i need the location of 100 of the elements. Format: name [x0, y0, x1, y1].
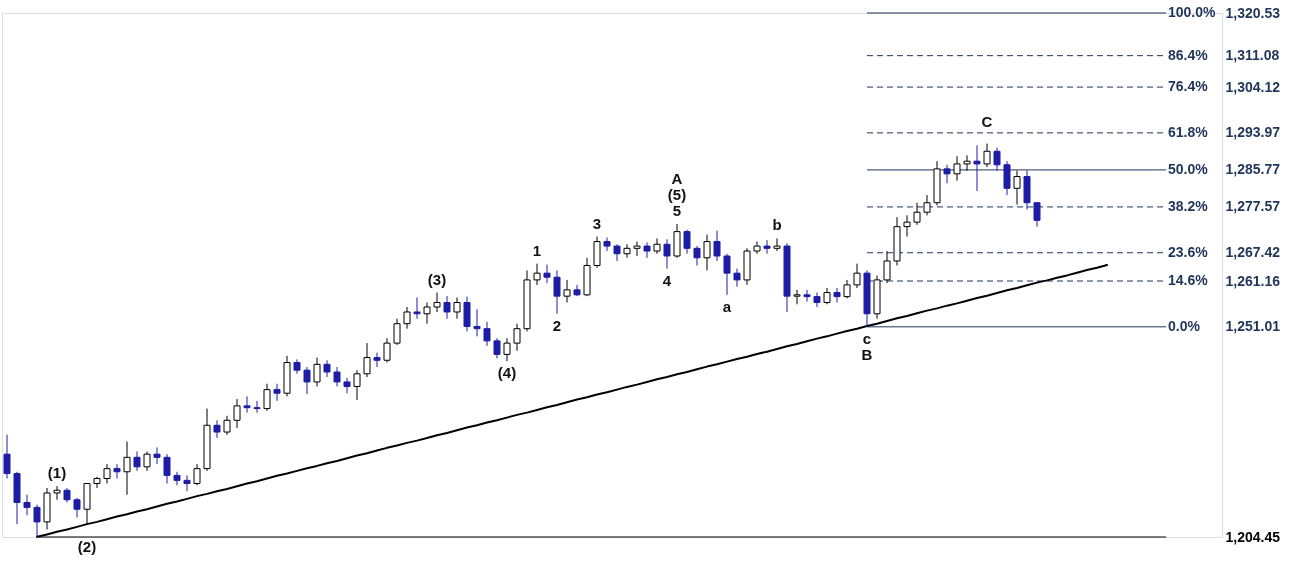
- annotation: 100.0%: [1168, 4, 1217, 20]
- candlestick: [3, 434, 11, 480]
- y-tick-label: 1,304.12: [1225, 78, 1281, 95]
- candlestick: [993, 147, 1001, 172]
- candlestick: [693, 245, 701, 266]
- candlestick: [163, 453, 171, 485]
- annotation: B: [861, 345, 873, 363]
- candlestick: [1003, 160, 1011, 196]
- annotation: b: [772, 216, 782, 234]
- candlestick: [443, 295, 451, 320]
- candlestick: [733, 268, 741, 288]
- annotation: (3): [427, 270, 447, 288]
- annotation: 86.4%: [1168, 46, 1209, 63]
- annotation: 50.0%: [1168, 160, 1209, 177]
- candlestick: [883, 250, 891, 284]
- candlestick: [33, 504, 41, 538]
- candlestick: [793, 289, 801, 305]
- candlestick: [553, 269, 561, 315]
- annotation: (1): [47, 464, 67, 482]
- candlestick: [403, 306, 411, 330]
- candlestick: [253, 400, 261, 414]
- candlestick: [713, 230, 721, 262]
- candlestick: [433, 292, 441, 313]
- candlestick: [513, 323, 521, 352]
- candlestick: [463, 296, 471, 332]
- candlestick: [493, 337, 501, 359]
- candlestick: [233, 398, 241, 429]
- candlestick: [903, 214, 911, 238]
- y-tick-label: 1,267.42: [1225, 244, 1281, 261]
- annotation: 61.8%: [1168, 123, 1209, 140]
- annotation: 76.4%: [1168, 78, 1209, 95]
- candlestick: [503, 337, 511, 362]
- annotation: c: [862, 329, 872, 347]
- annotation: 2: [552, 316, 562, 334]
- y-tick-label: 1,293.97: [1225, 124, 1281, 141]
- annotation: A: [671, 169, 683, 187]
- annotation: 1: [532, 241, 542, 259]
- candlestick: [333, 366, 341, 387]
- candlestick: [183, 474, 191, 492]
- y-tick-label: 1,285.77: [1225, 161, 1281, 178]
- annotation: 23.6%: [1168, 243, 1209, 260]
- candlestick: [963, 154, 971, 172]
- candlestick: [613, 243, 621, 262]
- candlestick: [603, 236, 611, 252]
- y-tick-label: 1,277.57: [1225, 198, 1281, 215]
- candlestick: [413, 297, 421, 320]
- candlestick: [263, 383, 271, 412]
- y-tick-label: 1,251.01: [1225, 318, 1281, 335]
- candlestick: [1013, 170, 1021, 206]
- candlestick: [803, 289, 811, 303]
- candlestick: [173, 471, 181, 486]
- candlestick: [913, 202, 921, 226]
- candlestick: [123, 441, 131, 496]
- candlestick: [453, 297, 461, 320]
- annotation: 5: [672, 201, 682, 219]
- candlestick: [533, 263, 541, 286]
- candlestick: [143, 450, 151, 472]
- candlestick: [923, 194, 931, 216]
- candlestick: [303, 366, 311, 395]
- candlestick: [213, 419, 221, 439]
- candlestick: [23, 494, 31, 516]
- annotation: C: [981, 112, 993, 130]
- annotation: 3: [592, 214, 602, 232]
- y-tick-label: 1,320.53: [1225, 4, 1281, 21]
- candlestick: [383, 337, 391, 364]
- candlestick: [813, 292, 821, 308]
- candlestick: [573, 284, 581, 297]
- candlestick: [773, 237, 781, 252]
- candlestick: [343, 377, 351, 394]
- candlestick: [423, 301, 431, 325]
- annotation: (5): [667, 185, 687, 203]
- annotation: (4): [497, 364, 517, 382]
- candlestick: [843, 279, 851, 299]
- candlestick: [853, 263, 861, 289]
- y-tick-label: 1,261.16: [1225, 272, 1281, 289]
- annotation: 4: [662, 271, 672, 289]
- candlestick: [483, 321, 491, 347]
- candlestick: [633, 241, 641, 257]
- candlestick: [623, 243, 631, 259]
- candlestick: [653, 237, 661, 255]
- candlestick: [223, 415, 231, 436]
- candlestick: [133, 450, 141, 472]
- candlestick: [93, 476, 101, 489]
- candlestick: [373, 352, 381, 368]
- y-tick-label: 1,311.08: [1225, 47, 1280, 64]
- candlestick: [663, 238, 671, 270]
- candlestick: [563, 279, 571, 303]
- candlestick: [543, 264, 551, 284]
- candlestick: [113, 463, 121, 480]
- candlestick: [73, 497, 81, 518]
- candlestick: [273, 383, 281, 402]
- candlestick: [473, 308, 481, 337]
- annotation: a: [722, 297, 732, 315]
- candlestick: [833, 287, 841, 303]
- candlestick: [703, 234, 711, 271]
- candlestick: [683, 229, 691, 255]
- y-tick-label: 1,204.45: [1225, 528, 1281, 545]
- candlestick: [593, 236, 601, 269]
- annotation: 38.2%: [1168, 197, 1209, 214]
- candlestick: [353, 369, 361, 401]
